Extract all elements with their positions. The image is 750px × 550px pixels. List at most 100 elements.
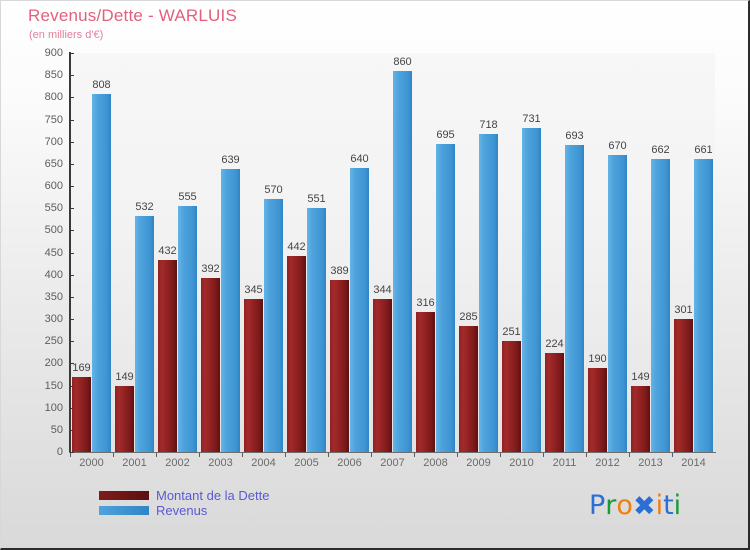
x-axis-tick-mark	[543, 453, 544, 457]
bar-revenus-2000[interactable]	[92, 93, 111, 452]
x-axis-tick-label: 2004	[251, 457, 276, 469]
logo-letter: o	[616, 490, 633, 521]
y-axis-tick-label: 900	[44, 47, 63, 59]
y-axis-tick-mark	[70, 385, 74, 387]
x-axis-tick-label: 2001	[122, 457, 147, 469]
bar-dette-2011[interactable]	[545, 352, 564, 452]
logo-letter: r	[605, 490, 617, 521]
y-axis-tick-label: 550	[44, 202, 63, 215]
y-axis-tick-label: 350	[44, 290, 63, 303]
bar-revenus-2005[interactable]	[307, 207, 326, 452]
bar-dette-2014[interactable]	[674, 318, 693, 452]
bar-dette-2006[interactable]	[330, 279, 349, 452]
bar-dette-2010[interactable]	[502, 340, 521, 452]
bar-value-label: 555	[178, 190, 197, 203]
bar-revenus-2010[interactable]	[522, 127, 541, 452]
bar-dette-2013[interactable]	[631, 385, 650, 452]
y-axis-tick-mark	[70, 452, 74, 453]
bar-dette-2004[interactable]	[244, 299, 263, 452]
bar-dette-2007[interactable]	[373, 299, 392, 452]
y-axis-tick-mark	[70, 230, 74, 232]
y-axis-tick-label: 0	[56, 446, 63, 458]
bar-value-label: 149	[115, 370, 134, 383]
y-axis-tick-mark	[70, 296, 74, 298]
bar-value-label: 693	[565, 129, 584, 142]
bar-value-label: 532	[135, 201, 154, 214]
y-axis-tick-mark	[70, 274, 74, 276]
page-title: Revenus/Dette - WARLUIS	[28, 6, 237, 25]
y-axis-tick-label: 100	[44, 401, 63, 414]
bar-value-label: 670	[608, 139, 627, 152]
bar-value-label: 224	[545, 337, 564, 350]
bar-value-label: 345	[244, 284, 263, 297]
x-axis-tick-mark	[414, 453, 415, 457]
legend-item-revenus[interactable]: Revenus	[99, 503, 269, 518]
x-axis-tick-label: 2013	[638, 457, 663, 469]
x-axis-tick-mark	[457, 453, 458, 457]
legend-item-dette[interactable]: Montant de la Dette	[99, 488, 269, 503]
bar-value-label: 860	[393, 55, 412, 68]
bar-revenus-2006[interactable]	[350, 168, 369, 452]
x-axis-tick-mark	[156, 453, 157, 457]
legend-swatch-dette	[99, 491, 149, 500]
y-axis-tick-label: 450	[44, 246, 63, 259]
bar-revenus-2002[interactable]	[178, 205, 197, 452]
bar-value-label: 718	[479, 118, 498, 131]
bar-revenus-2009[interactable]	[479, 133, 498, 452]
bar-revenus-2001[interactable]	[135, 216, 154, 452]
bar-dette-2002[interactable]	[158, 260, 177, 452]
y-axis-tick-label: 600	[44, 180, 63, 192]
y-axis-tick-label: 200	[44, 357, 63, 370]
y-axis-tick-mark	[70, 163, 74, 165]
y-axis-tick-label: 300	[44, 313, 63, 325]
bar-dette-2001[interactable]	[115, 385, 134, 452]
y-axis-tick-mark	[70, 75, 74, 77]
bar-value-label: 551	[307, 192, 326, 205]
bar-dette-2005[interactable]	[287, 256, 306, 452]
bar-revenus-2004[interactable]	[264, 199, 283, 452]
y-axis-tick-label: 800	[44, 91, 63, 104]
bar-revenus-2013[interactable]	[651, 158, 670, 452]
bar-value-label: 639	[221, 153, 240, 166]
bar-dette-2003[interactable]	[201, 278, 220, 452]
x-axis-tick-label: 2012	[595, 457, 620, 469]
bar-dette-2008[interactable]	[416, 311, 435, 452]
x-axis-tick-label: 2014	[681, 457, 706, 469]
bar-revenus-2003[interactable]	[221, 168, 240, 452]
y-axis-tick-mark	[70, 97, 74, 99]
legend-label-dette: Montant de la Dette	[156, 488, 270, 503]
bar-dette-2000[interactable]	[72, 377, 91, 452]
bar-value-label: 432	[158, 245, 177, 258]
x-axis-tick-mark	[328, 453, 329, 457]
bar-revenus-2011[interactable]	[565, 144, 584, 452]
bar-value-label: 662	[651, 143, 670, 156]
x-axis-tick-mark	[113, 453, 114, 457]
bar-revenus-2007[interactable]	[393, 70, 412, 452]
bar-revenus-2012[interactable]	[608, 154, 627, 452]
y-axis-tick-mark	[70, 119, 74, 121]
x-axis-tick-label: 2000	[79, 457, 104, 469]
y-axis-tick-mark	[70, 429, 74, 431]
bar-value-label: 808	[92, 78, 111, 91]
y-axis-tick-label: 850	[44, 69, 63, 82]
y-axis-tick-mark	[70, 341, 74, 343]
x-axis-tick-mark	[629, 453, 630, 457]
x-axis-tick-mark	[586, 453, 587, 457]
x-axis-tick-label: 2002	[165, 457, 190, 469]
y-axis-tick-mark	[70, 252, 74, 254]
bar-value-label: 149	[631, 370, 650, 383]
bar-revenus-2014[interactable]	[694, 158, 713, 452]
x-axis-tick-mark	[672, 453, 673, 457]
y-axis-tick-mark	[70, 407, 74, 409]
bar-dette-2012[interactable]	[588, 367, 607, 452]
legend-swatch-revenus	[99, 506, 149, 515]
bar-value-label: 169	[72, 362, 91, 375]
bar-value-label: 661	[694, 143, 713, 156]
y-axis-tick-mark	[70, 363, 74, 365]
bar-revenus-2008[interactable]	[436, 143, 455, 452]
y-axis-tick-label: 700	[44, 135, 63, 148]
bar-dette-2009[interactable]	[459, 325, 478, 452]
y-axis-tick-mark	[70, 53, 74, 54]
y-axis-tick-mark	[70, 141, 74, 143]
